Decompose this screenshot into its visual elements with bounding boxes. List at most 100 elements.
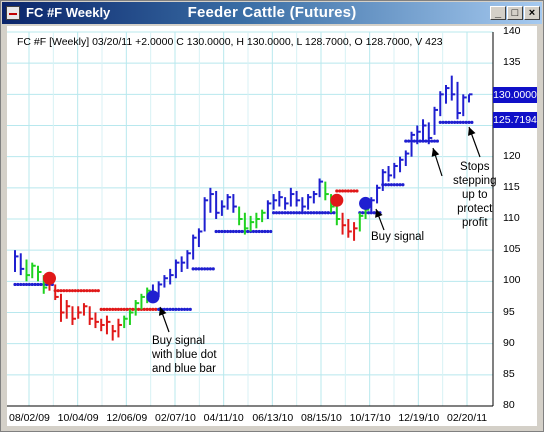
stop-dot: [174, 307, 178, 311]
stop-dot: [283, 211, 287, 215]
stop-dot: [165, 307, 169, 311]
stop-dot: [234, 229, 238, 234]
stop-dot: [154, 307, 158, 311]
stop-dot: [157, 307, 161, 311]
stop-dot: [194, 267, 198, 271]
sell-signal-dot: [42, 271, 56, 285]
stop-dot: [214, 229, 218, 234]
stop-dot: [85, 289, 89, 293]
stop-dot: [180, 307, 184, 311]
x-tick-label: 08/15/10: [301, 412, 342, 424]
stop-dot: [96, 289, 100, 293]
stop-dot: [277, 211, 281, 215]
stop-dot: [36, 282, 40, 287]
stop-dot: [56, 289, 60, 293]
stop-dot: [340, 189, 345, 193]
stop-dot: [65, 289, 69, 293]
stop-dot: [203, 267, 207, 271]
y-tick-label: 140: [503, 25, 521, 37]
stop-dot: [231, 229, 235, 234]
stop-dot: [386, 183, 391, 187]
stop-dot: [266, 229, 270, 234]
stop-dot: [424, 139, 428, 143]
stop-dot: [30, 282, 34, 287]
stop-dot: [438, 120, 442, 124]
price-chart[interactable]: [7, 26, 537, 426]
stop-dot: [90, 289, 95, 293]
stops-note-line-5: profit: [461, 217, 488, 229]
minimize-button[interactable]: _: [490, 6, 506, 20]
stop-dot: [197, 267, 201, 271]
stop-dot: [338, 189, 342, 193]
stop-dot: [105, 307, 109, 311]
stop-dot: [113, 307, 118, 311]
y-tick-label: 120: [503, 149, 521, 162]
stop-dot: [412, 139, 417, 143]
stop-dot: [24, 282, 29, 287]
stop-dot: [119, 307, 123, 311]
stop-dot: [39, 282, 43, 287]
stops-note-line-2: stepping: [453, 175, 497, 187]
stop-dot: [260, 229, 264, 234]
stops-note-line-4: protect: [457, 203, 493, 215]
stop-dot: [372, 211, 376, 215]
stop-dot: [226, 229, 230, 234]
stop-dot: [361, 211, 365, 215]
chart-app-icon[interactable]: [6, 6, 20, 20]
buy-signal-note-1-line-3: and blue bar: [152, 363, 216, 375]
stop-dot: [200, 267, 204, 271]
x-tick-label: 02/20/11: [447, 412, 488, 424]
stop-dot: [237, 229, 241, 234]
stop-dot: [88, 289, 92, 293]
stop-dot: [292, 211, 296, 215]
stop-dot: [272, 211, 276, 215]
stop-dot: [191, 267, 195, 271]
stop-dot: [102, 307, 106, 311]
stop-dot: [13, 282, 17, 287]
buy-signal-dot: [146, 290, 160, 304]
stop-dot: [343, 189, 348, 193]
stop-dot: [19, 282, 23, 287]
stop-dot: [162, 307, 167, 311]
stop-dot: [211, 267, 215, 271]
title-bar[interactable]: FC #F Weekly Feeder Cattle (Futures) _ □…: [2, 2, 542, 24]
stop-dot: [366, 211, 371, 215]
stop-dot: [82, 289, 86, 293]
stop-dot: [33, 282, 37, 287]
stop-dot: [464, 120, 468, 124]
maximize-button[interactable]: □: [507, 6, 523, 20]
stop-dot: [73, 289, 77, 293]
stops-note-line-1: Stops: [460, 161, 490, 173]
stop-dot: [407, 139, 411, 143]
stop-dot: [145, 307, 149, 311]
buy-signal-arrow-2-head: [375, 209, 383, 218]
stop-dot: [297, 211, 302, 215]
close-button[interactable]: ×: [524, 6, 540, 20]
stop-dot: [432, 139, 437, 143]
stop-dot: [93, 289, 98, 293]
x-tick-label: 08/02/09: [9, 412, 50, 424]
stop-dot: [148, 307, 152, 311]
stop-dot: [289, 211, 293, 215]
buy-signal-note-2: Buy signal: [371, 231, 425, 243]
plot-area[interactable]: FC #F [Weekly] 03/20/11 +2.0000 C 130.00…: [7, 25, 537, 426]
stop-dot: [346, 189, 350, 193]
x-tick-label: 12/06/09: [106, 412, 148, 424]
buy-signal-note-1-line-2: with blue dot: [152, 349, 217, 361]
stop-dot: [205, 267, 210, 271]
stop-dot: [99, 307, 103, 311]
stop-dot: [79, 289, 83, 293]
stop-dot: [461, 120, 465, 124]
y-tick-label: 105: [503, 243, 521, 256]
x-tick-label: 10/17/10: [349, 412, 391, 424]
stop-dot: [401, 183, 405, 187]
stop-dot: [332, 211, 336, 215]
stop-dot: [122, 307, 126, 311]
stop-dot: [323, 211, 327, 215]
stop-dot: [185, 307, 190, 311]
stop-dot: [355, 189, 359, 193]
stop-dot: [67, 289, 72, 293]
last-price-tag: 130.0000: [493, 87, 537, 103]
stop-dot: [303, 211, 307, 215]
stop-dot: [208, 267, 212, 271]
